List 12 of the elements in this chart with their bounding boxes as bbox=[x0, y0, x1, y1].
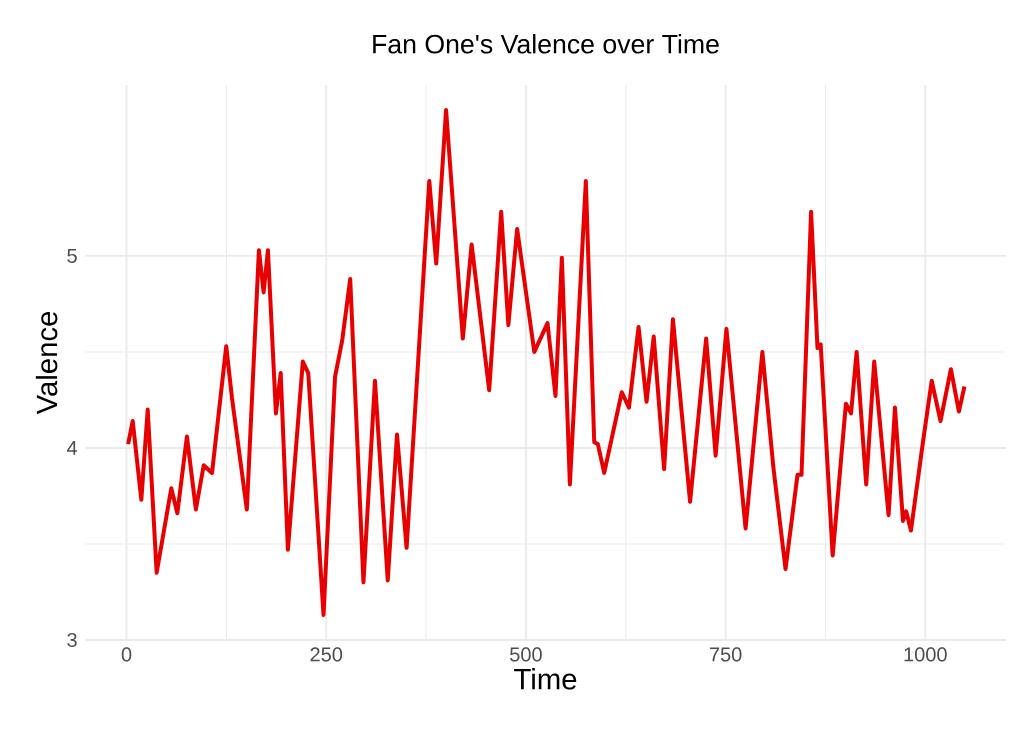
y-tick-label: 5 bbox=[67, 248, 77, 263]
line-series bbox=[126, 107, 967, 618]
x-axis-title: Time bbox=[514, 668, 577, 690]
y-tick-label: 3 bbox=[67, 632, 77, 648]
x-tick-label: 250 bbox=[310, 647, 343, 662]
y-tick-label: 4 bbox=[66, 441, 78, 455]
x-tick-label: 750 bbox=[709, 647, 742, 662]
x-tick-label: 0 bbox=[121, 647, 132, 662]
chart-title: Fan One's Valence over Time bbox=[373, 34, 719, 54]
y-axis-title: Valence bbox=[35, 311, 58, 415]
x-tick-label: 1000 bbox=[904, 647, 947, 662]
x-tick-label: 500 bbox=[510, 647, 542, 662]
